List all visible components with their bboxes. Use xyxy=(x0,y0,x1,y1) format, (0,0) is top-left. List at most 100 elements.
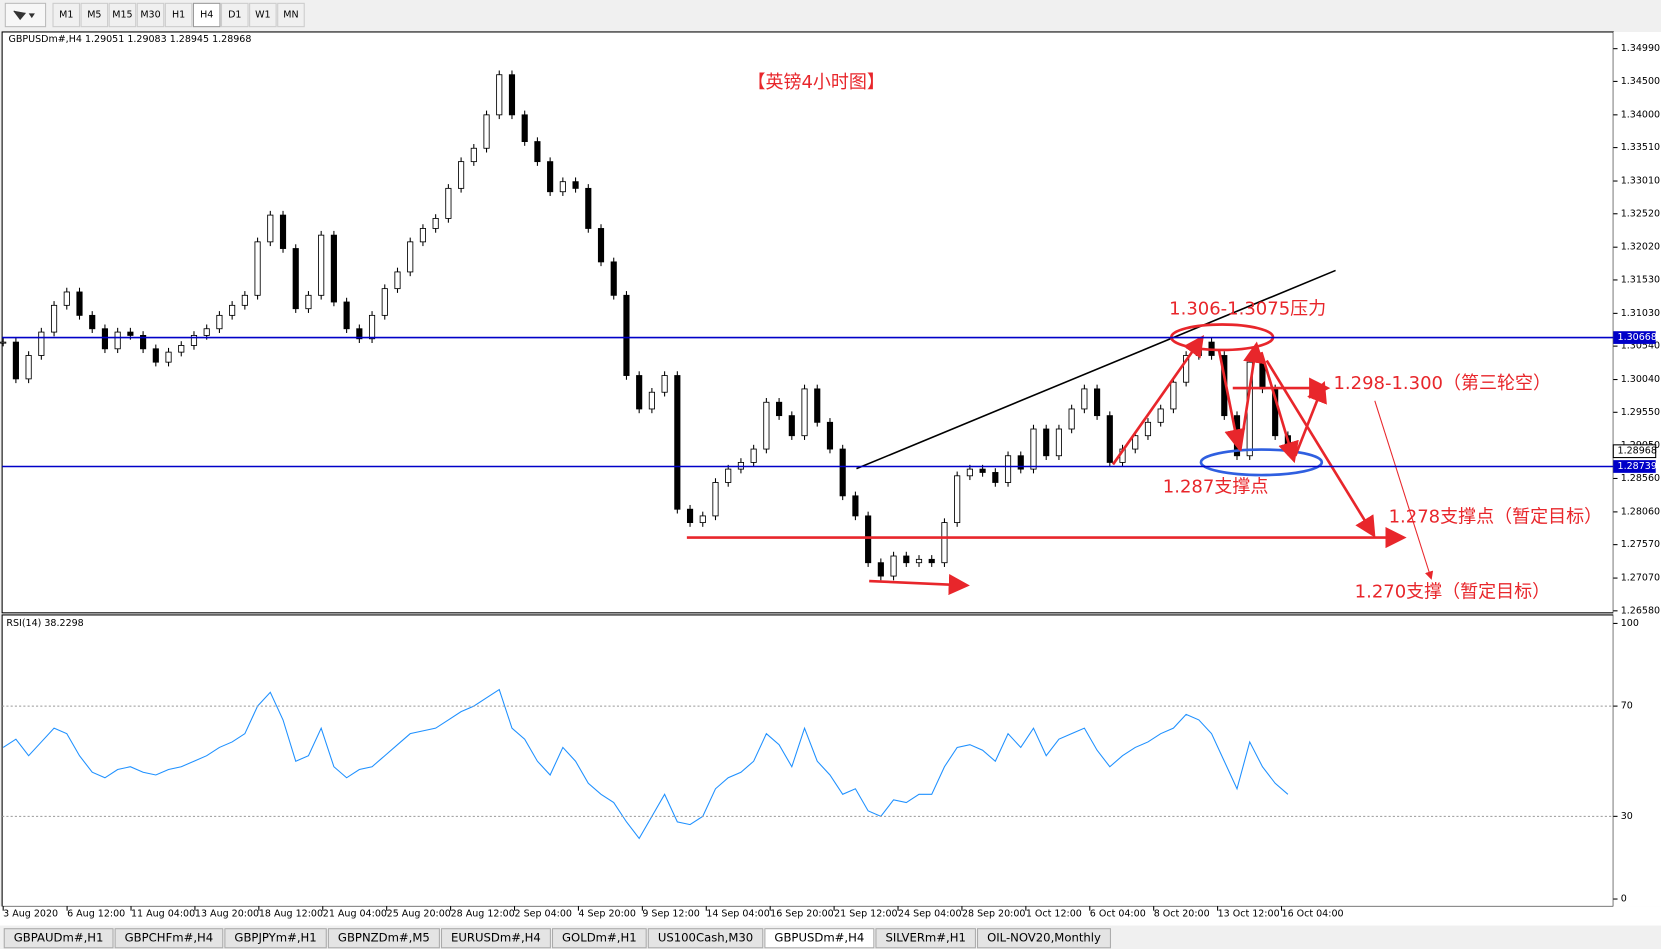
tool-icon[interactable] xyxy=(4,2,47,28)
timeframe-button[interactable] xyxy=(108,2,137,28)
x-tick-label: 16 Oct 04:00 xyxy=(1282,908,1344,919)
annotation: 1.306-1.3075压力 xyxy=(1169,299,1326,320)
tab[interactable] xyxy=(647,928,764,949)
x-tick-label: 24 Sep 04:00 xyxy=(898,908,962,919)
tab-label[interactable]: US100Cash,M30 xyxy=(658,931,753,945)
candle xyxy=(877,562,884,577)
y-tick-label: 1.30040 xyxy=(1621,374,1660,385)
timeframe-button[interactable] xyxy=(249,2,277,28)
candle xyxy=(89,314,96,330)
tab[interactable] xyxy=(875,928,976,949)
candle xyxy=(966,468,973,477)
timeframe-button[interactable] xyxy=(164,2,193,28)
tab-label[interactable]: GBPJPYm#,H1 xyxy=(234,931,316,945)
candle xyxy=(1043,428,1050,457)
tab[interactable] xyxy=(551,928,647,949)
timeframe-label[interactable]: M15 xyxy=(112,9,132,20)
bid-tag xyxy=(1612,444,1657,459)
candle xyxy=(407,241,414,273)
x-tick-label: 28 Sep 20:00 xyxy=(962,908,1026,919)
candle xyxy=(1017,455,1024,470)
arrow xyxy=(1111,335,1205,466)
timeframe-label[interactable]: H4 xyxy=(200,9,213,20)
tab[interactable] xyxy=(764,928,875,949)
timeframe-label[interactable]: M30 xyxy=(140,9,160,20)
tab-label[interactable]: GBPAUDm#,H1 xyxy=(14,931,104,945)
timeframe-label[interactable]: H1 xyxy=(172,9,185,20)
timeframe-button[interactable] xyxy=(52,2,81,28)
candle xyxy=(1170,381,1177,410)
tab[interactable] xyxy=(977,928,1111,949)
y-tick-label: 1.30540 xyxy=(1621,341,1660,352)
candle xyxy=(725,468,732,483)
timeframe-button[interactable] xyxy=(136,2,165,28)
candle xyxy=(839,448,846,497)
y-tick-label: 1.32020 xyxy=(1621,242,1660,253)
bid-label: 1.28968 xyxy=(1618,446,1657,457)
candle xyxy=(1081,388,1088,410)
timeframe-label[interactable]: MN xyxy=(283,9,298,20)
tab-label[interactable]: GBPUSDm#,H4 xyxy=(774,931,864,945)
arrow xyxy=(1265,359,1376,538)
x-tick-label: 6 Aug 12:00 xyxy=(67,908,125,919)
candle xyxy=(368,314,376,340)
tab[interactable] xyxy=(440,928,551,949)
candle xyxy=(279,214,287,249)
timeframe-button[interactable] xyxy=(221,2,249,28)
candle xyxy=(1094,388,1101,417)
candle xyxy=(114,331,121,350)
y-tick-label: 1.28060 xyxy=(1621,506,1660,517)
icon-glyph xyxy=(13,10,35,21)
candle xyxy=(547,161,554,193)
candle xyxy=(788,415,795,437)
timeframe-label[interactable]: M1 xyxy=(59,9,73,20)
timeframe-label[interactable]: M5 xyxy=(87,9,101,20)
candle xyxy=(610,261,617,296)
chart-header: GBPUSDm#,H4 1.29051 1.29083 1.28945 1.28… xyxy=(8,34,251,45)
x-tick-label: 16 Sep 20:00 xyxy=(770,908,834,919)
candle xyxy=(318,234,325,296)
tab-label[interactable]: GBPCHFm#,H4 xyxy=(125,931,214,945)
candle xyxy=(623,294,630,376)
level-label: 1.30668 xyxy=(1618,332,1657,343)
timeframe-button[interactable] xyxy=(80,2,109,28)
y-tick-label: 1.34000 xyxy=(1621,109,1660,120)
tab[interactable] xyxy=(114,928,224,949)
candle xyxy=(432,218,439,229)
candle xyxy=(1144,421,1152,437)
ellipse xyxy=(1199,448,1324,477)
y-tick-label: 1.27570 xyxy=(1621,539,1660,550)
candle xyxy=(101,328,109,350)
tab-label[interactable]: OIL-NOV20,Monthly xyxy=(987,931,1101,945)
tab[interactable] xyxy=(327,928,440,949)
candle xyxy=(903,555,910,564)
candle xyxy=(648,391,655,410)
candle xyxy=(12,341,19,380)
timeframe-button[interactable] xyxy=(192,2,221,28)
rsi-line xyxy=(2,688,1289,840)
tab[interactable] xyxy=(224,928,327,949)
x-tick-label: 21 Aug 04:00 xyxy=(323,908,387,919)
timeframe-label[interactable]: D1 xyxy=(228,9,241,20)
candle xyxy=(521,114,528,143)
candle xyxy=(1004,455,1012,483)
x-tick-label: 1 Oct 12:00 xyxy=(1026,908,1082,919)
x-tick-label: 14 Sep 04:00 xyxy=(706,908,770,919)
level-tag xyxy=(1613,460,1656,473)
candle xyxy=(1055,428,1063,457)
tab[interactable] xyxy=(3,928,114,949)
tab-label[interactable]: SILVERm#,H1 xyxy=(885,931,965,945)
timeframe-button[interactable] xyxy=(277,2,305,28)
candle xyxy=(330,234,337,303)
x-tick-label: 4 Sep 20:00 xyxy=(578,908,635,919)
arrow xyxy=(869,573,970,596)
tab-label[interactable]: GBPNZDm#,M5 xyxy=(338,931,430,945)
annotation: 1.298-1.300（第三轮空） xyxy=(1333,373,1551,394)
tab-label[interactable]: EURUSDm#,H4 xyxy=(451,931,541,945)
candle xyxy=(1030,428,1037,470)
timeframe-label[interactable]: W1 xyxy=(255,9,270,20)
candle xyxy=(38,331,45,356)
trendline xyxy=(856,269,1336,470)
tab-label[interactable]: GOLDm#,H1 xyxy=(562,931,637,945)
y-tick-label: 70 xyxy=(1621,701,1633,712)
